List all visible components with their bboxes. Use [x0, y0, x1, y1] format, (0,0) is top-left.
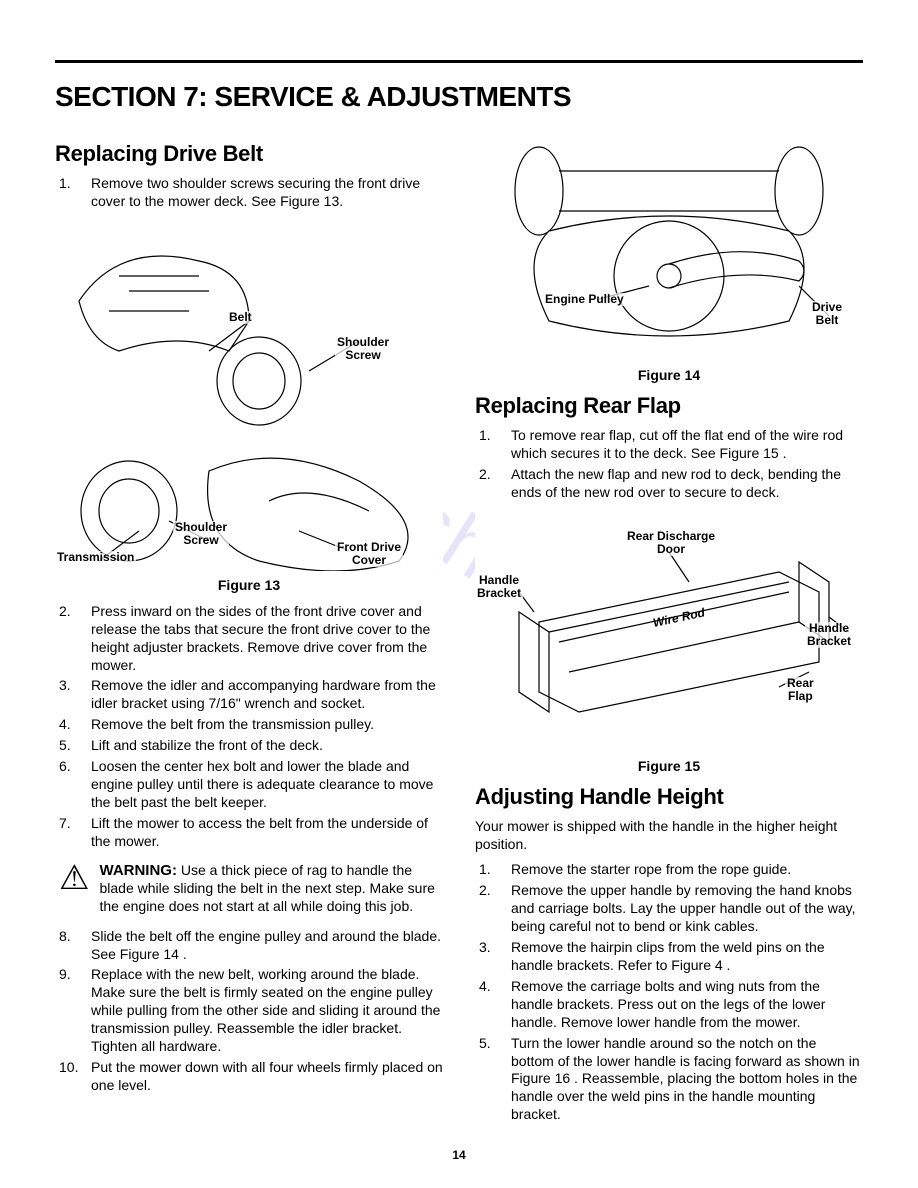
heading-replacing-drive-belt: Replacing Drive Belt	[55, 141, 443, 167]
figure-15-caption: Figure 15	[475, 758, 863, 774]
figure-13-caption: Figure 13	[55, 577, 443, 593]
label-shoulder-screw-top: Shoulder Screw	[335, 336, 391, 362]
content-columns: Replacing Drive Belt Remove two shoulder…	[55, 141, 863, 1134]
label-engine-pulley: Engine Pulley	[543, 293, 626, 306]
label-belt: Belt	[227, 311, 254, 324]
step-item: Press inward on the sides of the front d…	[55, 603, 443, 675]
drive-belt-steps-a: Remove two shoulder screws securing the …	[55, 175, 443, 211]
step-item: Remove the idler and accompanying hardwa…	[55, 677, 443, 713]
label-rear-flap: Rear Flap	[785, 677, 816, 703]
step-item: Remove the hairpin clips from the weld p…	[475, 939, 863, 975]
drive-belt-steps-b: Press inward on the sides of the front d…	[55, 603, 443, 851]
figure-13-image: Belt Shoulder Screw Shoulder Screw Trans…	[55, 221, 443, 571]
label-handle-bracket-right: Handle Bracket	[805, 622, 853, 648]
label-shoulder-screw-bottom: Shoulder Screw	[173, 521, 229, 547]
step-item: Remove the upper handle by removing the …	[475, 882, 863, 936]
figure-14-caption: Figure 14	[475, 367, 863, 383]
label-rear-discharge-door: Rear Discharge Door	[625, 530, 717, 556]
heading-adjusting-handle-height: Adjusting Handle Height	[475, 784, 863, 810]
warning-text: WARNING: Use a thick piece of rag to han…	[99, 861, 443, 916]
figure-14-block: Engine Pulley Drive Belt Figure 14	[475, 141, 863, 383]
step-item: Attach the new flap and new rod to deck,…	[475, 466, 863, 502]
figure-13-svg	[55, 221, 443, 571]
top-rule	[55, 60, 863, 63]
section-title: SECTION 7: SERVICE & ADJUSTMENTS	[55, 81, 863, 113]
step-item: Remove the belt from the transmission pu…	[55, 716, 443, 734]
figure-14-image: Engine Pulley Drive Belt	[475, 141, 863, 361]
figure-13-block: Belt Shoulder Screw Shoulder Screw Trans…	[55, 221, 443, 593]
warning-icon: ⚠	[59, 861, 89, 916]
figure-14-svg	[475, 141, 863, 361]
label-drive-belt: Drive Belt	[810, 301, 844, 327]
step-item: Lift the mower to access the belt from t…	[55, 815, 443, 851]
drive-belt-steps-c: Slide the belt off the engine pulley and…	[55, 928, 443, 1095]
step-item: Remove the carriage bolts and wing nuts …	[475, 978, 863, 1032]
step-item: Remove two shoulder screws securing the …	[55, 175, 443, 211]
label-front-drive-cover: Front Drive Cover	[335, 541, 403, 567]
left-column: Replacing Drive Belt Remove two shoulder…	[55, 141, 443, 1134]
figure-15-block: Wire Rod Rear Discharge Door Handle Brac…	[475, 512, 863, 774]
step-item: Put the mower down with all four wheels …	[55, 1059, 443, 1095]
right-column: Engine Pulley Drive Belt Figure 14 Repla…	[475, 141, 863, 1134]
handle-intro: Your mower is shipped with the handle in…	[475, 818, 863, 854]
label-handle-bracket-left: Handle Bracket	[475, 574, 523, 600]
step-item: To remove rear flap, cut off the flat en…	[475, 427, 863, 463]
step-item: Lift and stabilize the front of the deck…	[55, 737, 443, 755]
step-item: Replace with the new belt, working aroun…	[55, 966, 443, 1056]
warning-block: ⚠ WARNING: Use a thick piece of rag to h…	[55, 861, 443, 916]
step-item: Remove the starter rope from the rope gu…	[475, 861, 863, 879]
label-transmission: Transmission	[55, 551, 136, 564]
heading-replacing-rear-flap: Replacing Rear Flap	[475, 393, 863, 419]
step-item: Turn the lower handle around so the notc…	[475, 1035, 863, 1125]
step-item: Loosen the center hex bolt and lower the…	[55, 758, 443, 812]
handle-steps: Remove the starter rope from the rope gu…	[475, 861, 863, 1124]
rear-flap-steps: To remove rear flap, cut off the flat en…	[475, 427, 863, 502]
page-number: 14	[0, 1148, 918, 1162]
figure-15-image: Wire Rod Rear Discharge Door Handle Brac…	[475, 512, 863, 752]
warning-label: WARNING:	[99, 862, 177, 879]
step-item: Slide the belt off the engine pulley and…	[55, 928, 443, 964]
